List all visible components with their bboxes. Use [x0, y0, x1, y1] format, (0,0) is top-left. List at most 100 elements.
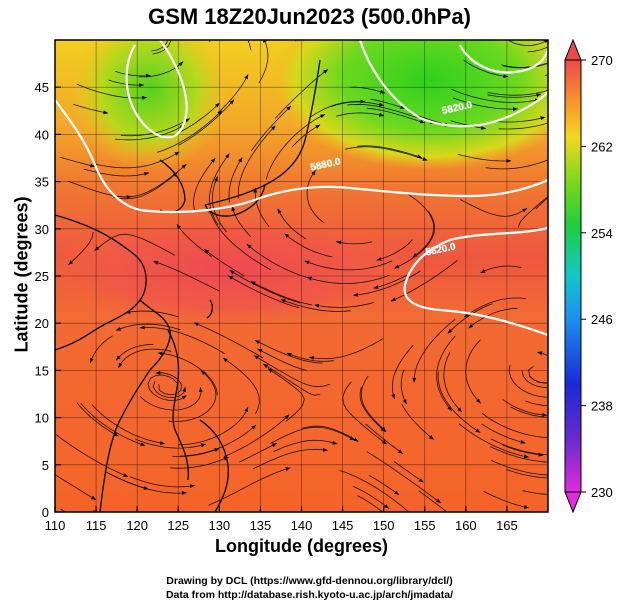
streamline: [55, 434, 129, 478]
streamline-arrow: [322, 448, 328, 452]
streamline-arrow: [286, 352, 292, 357]
streamline-arrow: [540, 116, 546, 121]
streamline: [451, 89, 540, 103]
streamline: [365, 423, 404, 455]
streamline: [253, 448, 328, 470]
streamline: [231, 206, 251, 237]
streamline-arrow: [475, 428, 481, 433]
streamline: [366, 107, 425, 124]
streamline: [274, 69, 329, 119]
streamline-arrow: [304, 260, 310, 265]
streamline: [125, 310, 179, 318]
streamline-arrow: [544, 5, 549, 9]
streamline: [156, 110, 223, 153]
streamline-arrow: [394, 490, 400, 495]
streamline-arrow: [360, 99, 366, 104]
streamline: [267, 368, 305, 422]
streamline: [223, 414, 290, 457]
streamline-arrow: [323, 69, 328, 74]
streamline: [177, 406, 249, 446]
streamline: [153, 261, 220, 292]
streamline: [366, 451, 441, 504]
streamline: [120, 118, 190, 137]
streamline-arrow: [542, 412, 547, 417]
streamline: [284, 233, 333, 258]
streamline-arrow: [284, 414, 290, 420]
streamline-arrow: [481, 126, 486, 130]
streamline: [413, 318, 456, 383]
streamline: [135, 438, 206, 449]
streamline-arrow: [376, 257, 382, 261]
streamline-arrow: [402, 399, 407, 405]
streamline: [391, 345, 414, 400]
streamline-arrow: [244, 74, 249, 80]
x-axis: 110 115 120 125 130 135 140 145 150 155 160 165: [45, 506, 518, 533]
streamline-arrow: [379, 112, 384, 117]
streamline: [490, 460, 548, 476]
streamline-arrow: [353, 437, 359, 442]
streamline-arrow: [215, 102, 220, 108]
colorbar: 270 262 254 246 238 230: [564, 38, 613, 514]
streamline: [373, 274, 408, 289]
streamline: [304, 260, 393, 271]
colorbar-tick-label: 254: [591, 226, 613, 241]
streamline-arrow: [153, 261, 159, 265]
streamline: [68, 231, 94, 265]
streamline-arrow: [464, 312, 470, 318]
streamline-arrow: [523, 505, 529, 509]
streamline-arrow: [506, 159, 511, 163]
streamline: [291, 124, 321, 148]
colorbar-tick-label: 262: [591, 139, 613, 154]
grid-lines: [55, 40, 548, 512]
streamline: [250, 280, 313, 306]
streamline-arrow: [536, 93, 542, 98]
streamline-arrow: [263, 364, 269, 369]
streamline-arrow: [181, 395, 187, 400]
streamline: [400, 369, 407, 405]
streamline: [490, 446, 548, 463]
streamline-arrow: [412, 377, 417, 383]
streamline-arrow: [145, 22, 150, 26]
streamline: [506, 469, 548, 479]
streamline-arrow: [447, 328, 453, 334]
streamline: [336, 112, 385, 117]
streamline: [498, 122, 548, 130]
streamline-arrow: [544, 40, 548, 44]
streamline: [76, 83, 147, 99]
colorbar-ticks: 270 262 254 246 238 230: [581, 53, 613, 500]
streamline-arrow: [144, 172, 149, 176]
streamline: [246, 243, 310, 279]
x-tick-label: 140: [291, 518, 313, 533]
streamline-arrow: [198, 387, 203, 392]
streamline: [508, 40, 548, 46]
streamline: [521, 370, 548, 388]
x-tick-label: 155: [414, 518, 436, 533]
streamline: [480, 265, 522, 274]
streamline: [211, 176, 227, 233]
streamline: [527, 46, 548, 53]
streamline-arrow: [155, 370, 161, 375]
streamline: [502, 398, 548, 416]
streamline-arrow: [394, 264, 400, 269]
y-tick-label: 25: [35, 269, 49, 284]
y-tick-label: 10: [35, 411, 49, 426]
streamline: [94, 233, 176, 256]
streamline: [286, 352, 334, 362]
streamline: [115, 323, 181, 331]
colorbar-tick-label: 238: [591, 399, 613, 414]
streamline: [80, 402, 146, 446]
streamline-arrow: [585, 38, 589, 43]
streamline-arrow: [332, 440, 338, 445]
streamline-arrow: [188, 15, 193, 19]
streamline-arrow: [286, 105, 291, 111]
streamline: [270, 426, 355, 444]
streamline: [106, 471, 187, 494]
streamline: [349, 86, 386, 94]
streamline-arrow: [140, 442, 146, 446]
streamline: [251, 105, 292, 152]
streamline: [436, 335, 456, 412]
streamline: [370, 98, 406, 109]
streamline-arrow: [189, 484, 195, 488]
streamline: [309, 338, 384, 360]
